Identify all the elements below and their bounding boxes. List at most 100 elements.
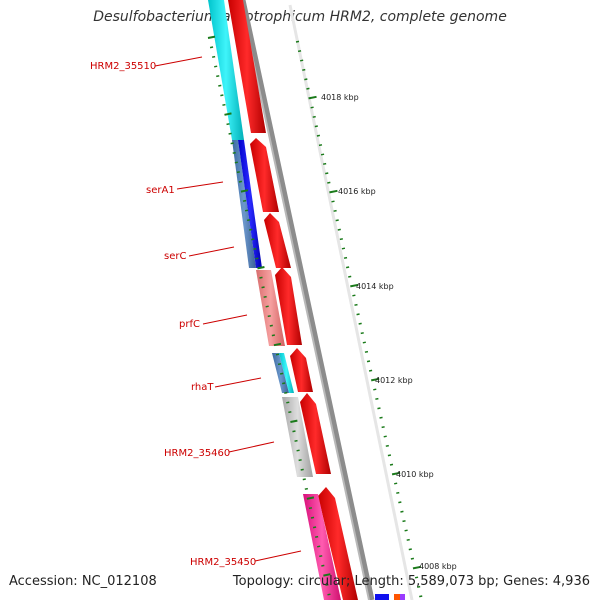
genome-backbone xyxy=(240,0,375,600)
tick-mark xyxy=(238,180,243,183)
inner-tick-track xyxy=(207,35,331,596)
kbp-label: 4008 kbp xyxy=(419,562,457,571)
accession-text: Accession: NC_012108 xyxy=(9,574,157,589)
gene-label-leaders xyxy=(154,56,302,562)
cds-arrow xyxy=(290,348,313,392)
tick-mark xyxy=(253,247,257,250)
tick-mark xyxy=(267,315,271,318)
tick-mark xyxy=(242,199,247,202)
tick-mark xyxy=(288,411,292,414)
gene-labels: HRM2_35510 serA1 serC prfC rhaT HRM2_354… xyxy=(90,61,256,568)
kbp-ruler xyxy=(295,40,423,598)
tick-mark xyxy=(402,520,406,523)
tick-mark xyxy=(232,151,236,154)
tick-mark xyxy=(290,419,298,423)
tick-mark xyxy=(282,382,286,385)
tick-mark xyxy=(304,487,308,490)
tick-mark xyxy=(325,583,329,586)
tick-mark xyxy=(297,50,302,53)
tick-mark xyxy=(275,353,280,356)
tick-mark xyxy=(362,341,366,344)
tick-mark xyxy=(385,444,389,447)
tick-mark xyxy=(230,142,234,145)
leader-line xyxy=(228,441,275,453)
tick-mark xyxy=(327,181,331,184)
tick-mark xyxy=(308,95,317,100)
tick-mark xyxy=(348,275,352,278)
gene-block-magenta xyxy=(303,494,341,600)
tick-mark xyxy=(396,491,400,494)
gene-block-cyan xyxy=(208,0,244,140)
gene-label: HRM2_35510 xyxy=(90,61,156,72)
cds-arrow xyxy=(300,393,331,474)
cds-arrow xyxy=(318,487,358,600)
tick-mark xyxy=(273,342,282,347)
tick-mark xyxy=(323,573,331,577)
leader-line xyxy=(154,56,203,67)
tick-mark xyxy=(400,510,404,513)
tick-mark xyxy=(296,449,300,452)
tick-mark xyxy=(306,87,310,90)
tick-mark xyxy=(335,219,339,222)
map-title: Desulfobacterium autotrophicum HRM2, com… xyxy=(93,9,507,25)
tick-mark xyxy=(255,257,259,260)
tick-mark xyxy=(308,507,313,510)
tick-mark xyxy=(216,75,220,78)
tick-mark xyxy=(218,84,222,87)
tick-mark xyxy=(364,350,369,353)
tick-mark xyxy=(339,238,344,241)
tick-mark xyxy=(333,209,337,212)
tick-mark xyxy=(271,334,276,337)
tick-mark xyxy=(261,286,265,289)
leader-line xyxy=(254,550,302,562)
tick-mark xyxy=(410,557,415,560)
kbp-label: 4016 kbp xyxy=(338,187,376,196)
tick-mark xyxy=(368,369,373,372)
tick-mark xyxy=(251,238,255,241)
tick-mark xyxy=(337,228,341,231)
cds-arrow xyxy=(250,138,279,212)
tick-mark xyxy=(406,538,410,541)
tick-mark xyxy=(419,595,423,598)
gene-sliver xyxy=(400,594,405,600)
kbp-label: 4010 kbp xyxy=(396,470,434,479)
tick-mark xyxy=(300,59,304,62)
tick-mark xyxy=(269,324,273,327)
leader-line xyxy=(188,246,235,257)
tick-mark xyxy=(300,468,304,471)
gene-label: HRM2_35460 xyxy=(164,448,230,459)
kbp-label: 4014 kbp xyxy=(356,282,394,291)
tick-mark xyxy=(381,426,385,429)
tick-mark xyxy=(214,65,218,68)
gene-block-gray xyxy=(282,397,313,477)
tick-mark xyxy=(356,313,360,316)
tick-mark xyxy=(298,459,302,462)
tick-mark xyxy=(304,78,308,81)
tick-mark xyxy=(310,516,315,519)
tick-mark xyxy=(259,276,263,279)
tick-mark xyxy=(211,55,216,58)
tick-mark xyxy=(277,363,282,366)
cds-arrow xyxy=(264,213,291,268)
tick-mark xyxy=(345,266,350,269)
tick-mark xyxy=(358,322,362,325)
tick-mark xyxy=(286,401,290,404)
gene-label: HRM2_35450 xyxy=(190,557,256,568)
tick-mark xyxy=(257,266,265,270)
tick-mark xyxy=(416,585,421,588)
tick-mark xyxy=(327,593,331,596)
tick-mark xyxy=(316,134,321,137)
tick-mark xyxy=(209,46,214,49)
tick-mark xyxy=(284,391,288,394)
tick-mark xyxy=(236,171,240,174)
tick-mark xyxy=(263,295,267,298)
tick-mark xyxy=(375,397,379,400)
tick-mark xyxy=(331,200,335,203)
tick-mark xyxy=(389,463,394,466)
gene-label: serC xyxy=(164,251,186,262)
gene-label: prfC xyxy=(179,319,200,330)
outer-ring xyxy=(288,4,414,600)
tick-mark xyxy=(228,132,232,135)
tick-mark xyxy=(329,189,338,194)
